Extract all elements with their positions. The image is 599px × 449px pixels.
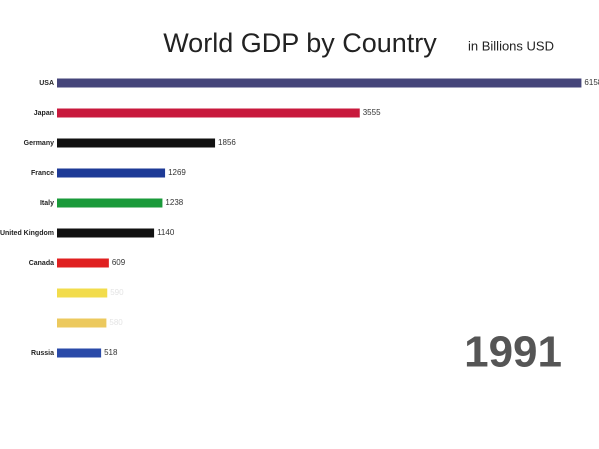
value-label: 1856 <box>218 138 236 147</box>
category-label: USA <box>39 80 54 87</box>
bar <box>57 108 360 118</box>
value-label: 1238 <box>165 198 183 207</box>
bar <box>57 288 108 298</box>
value-label: 590 <box>110 288 124 297</box>
bar <box>57 168 166 178</box>
bar <box>57 228 155 238</box>
category-label: United Kingdom <box>0 230 54 237</box>
value-label: 1140 <box>157 228 175 237</box>
year-label: 1991 <box>464 328 562 377</box>
bar <box>57 78 582 88</box>
value-label: 609 <box>112 258 126 267</box>
bar <box>57 198 163 208</box>
bar <box>57 318 107 328</box>
value-label: 6158 <box>584 78 599 87</box>
value-label: 1269 <box>168 168 186 177</box>
category-label: Canada <box>29 260 54 267</box>
chart-subtitle: in Billions USD <box>468 38 554 53</box>
category-label: Italy <box>40 200 54 207</box>
bar <box>57 258 109 268</box>
bar <box>57 138 216 148</box>
bar <box>57 348 102 358</box>
category-label: France <box>31 170 54 177</box>
value-label: 3555 <box>363 108 381 117</box>
category-label: Japan <box>34 110 54 117</box>
value-label: 580 <box>109 318 123 327</box>
chart-title: World GDP by Country <box>163 28 437 58</box>
category-label: Germany <box>24 140 54 147</box>
value-label: 518 <box>104 348 118 357</box>
category-label: Russia <box>31 350 54 357</box>
